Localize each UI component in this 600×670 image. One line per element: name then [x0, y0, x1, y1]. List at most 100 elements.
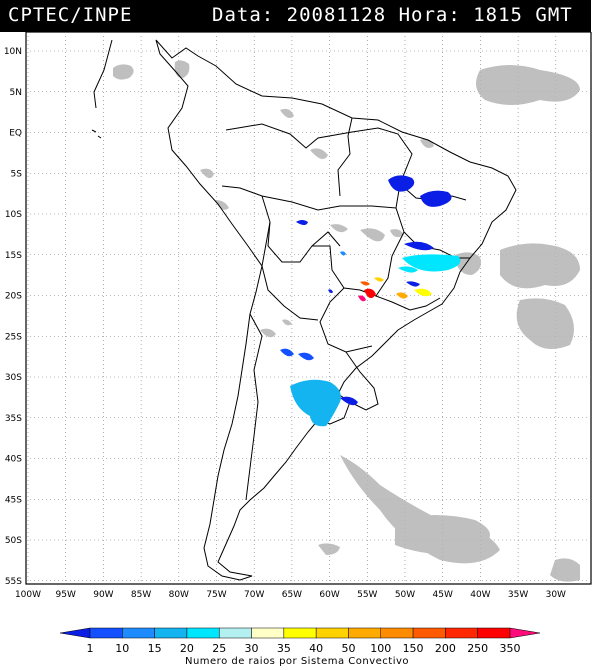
cloud-patch [476, 65, 580, 105]
colorbar-segment [59, 627, 91, 639]
lat-label: 35S [5, 414, 22, 424]
colorbar-segment [283, 627, 317, 639]
cell-19 [340, 396, 358, 406]
colorbar-tick-label: 350 [500, 642, 521, 655]
lon-label: 100W [15, 590, 41, 600]
border-chile-argentina [245, 313, 263, 501]
cell-6 [398, 266, 418, 273]
colorbar-segment [218, 627, 252, 639]
cell-5 [402, 254, 461, 272]
colorbar-segment [122, 627, 155, 639]
cell-4 [404, 241, 434, 251]
cell-3 [296, 220, 308, 225]
colorbar-segment [315, 627, 349, 639]
cell-14 [396, 292, 408, 299]
cell-17 [298, 352, 314, 361]
border-paraguay [311, 231, 373, 353]
colorbar-tick-label: 30 [245, 642, 259, 655]
lon-label: 65W [282, 590, 302, 600]
longitude-labels: 100W 95W 90W 85W 80W 75W 70W 65W 60W 55W 50W 45W 40W… [15, 590, 566, 600]
colorbar: 1 10 15 20 25 30 35 40 50 100 150 200 250 350 [59, 627, 541, 655]
cell-15 [328, 289, 333, 294]
agency-label: CPTEC/INPE [8, 4, 133, 26]
colorbar-segment [348, 627, 382, 639]
cell-16 [280, 348, 294, 357]
lon-label: 70W [244, 590, 264, 600]
lat-label: 30S [5, 373, 22, 383]
lon-label: 50W [395, 590, 415, 600]
cloud-patch [516, 298, 574, 349]
border-uruguay [345, 351, 379, 411]
cell-18 [290, 379, 341, 427]
lat-label: 10S [5, 210, 22, 220]
cloud-patch [200, 168, 229, 210]
lat-label: 10N [4, 47, 22, 57]
colorbar-segment [89, 627, 123, 639]
colorbar-tick-label: 50 [341, 642, 355, 655]
colorbar-tick-label: 1 [87, 642, 94, 655]
lon-label: 95W [56, 590, 76, 600]
lat-label: 25S [5, 332, 22, 342]
border-state-go [375, 231, 405, 297]
lightning-map: 10N5NEQ5S10S15S20S25S30S35S40S45S50S55S … [4, 32, 592, 667]
border-peru-bolivia [261, 221, 319, 321]
south-america-outline [155, 39, 517, 581]
colorbar-tick-label: 40 [309, 642, 323, 655]
lon-label: 60W [319, 590, 339, 600]
lon-label: 75W [206, 590, 226, 600]
cloud-patch [500, 243, 580, 289]
lat-label: 40S [5, 455, 22, 465]
colorbar-tick-label: 100 [370, 642, 391, 655]
cloud-patch [360, 228, 404, 242]
coast-central-america [91, 39, 113, 139]
colorbar-segment [251, 627, 285, 639]
cloud-patch [260, 319, 292, 338]
lon-label: 40W [470, 590, 490, 600]
lat-label: 45S [5, 495, 22, 505]
colorbar-tick-label: 20 [180, 642, 194, 655]
lon-label: 45W [433, 590, 453, 600]
colorbar-segment [445, 627, 478, 639]
colorbar-tick-label: 15 [148, 642, 162, 655]
header-bar: CPTEC/INPE Data: 20081128 Hora: 1815 GMT [0, 0, 591, 32]
cell-8 [374, 277, 384, 282]
lat-label: EQ [9, 129, 22, 139]
border-venezuela-brazil [337, 117, 353, 197]
border-bolivia [261, 195, 361, 291]
cloud-patch [318, 543, 340, 555]
colorbar-tick-label: 150 [403, 642, 424, 655]
cell-7 [340, 251, 346, 256]
lat-label: 5N [10, 88, 22, 98]
cell-9 [406, 281, 420, 287]
lon-label: 80W [169, 590, 189, 600]
lat-label: 50S [5, 536, 22, 546]
cell-2 [420, 190, 452, 207]
colorbar-tick-label: 250 [467, 642, 488, 655]
lat-label: 15S [5, 251, 22, 261]
latitude-labels: 10N 5N EQ 5S 10S 15S 20S 25S 30S 35S 40S 45S 50S 55S [4, 47, 22, 587]
colorbar-segment [412, 627, 446, 639]
cell-10 [360, 281, 370, 286]
lon-label: 30W [546, 590, 566, 600]
lon-label: 55W [357, 590, 377, 600]
lon-label: 35W [508, 590, 528, 600]
colorbar-segment [154, 627, 188, 639]
coastlines [91, 39, 517, 581]
timestamp-label: Data: 20081128 Hora: 1815 GMT [212, 4, 573, 26]
cloud-patch [174, 60, 190, 78]
convective-systems [280, 175, 461, 427]
colorbar-segment [477, 627, 511, 639]
colorbar-tick-label: 35 [277, 642, 291, 655]
map-frame [25, 32, 592, 585]
lat-label: 20S [5, 292, 22, 302]
lon-label: 85W [131, 590, 151, 600]
cell-11 [364, 288, 376, 299]
lat-label: 5S [11, 169, 23, 179]
cell-12 [358, 295, 366, 302]
colorbar-tick-label: 25 [212, 642, 226, 655]
cell-1 [388, 175, 415, 192]
lon-label: 90W [93, 590, 113, 600]
colorbar-tick-label: 10 [115, 642, 129, 655]
cloud-patch [550, 558, 580, 582]
border-north [221, 123, 413, 211]
